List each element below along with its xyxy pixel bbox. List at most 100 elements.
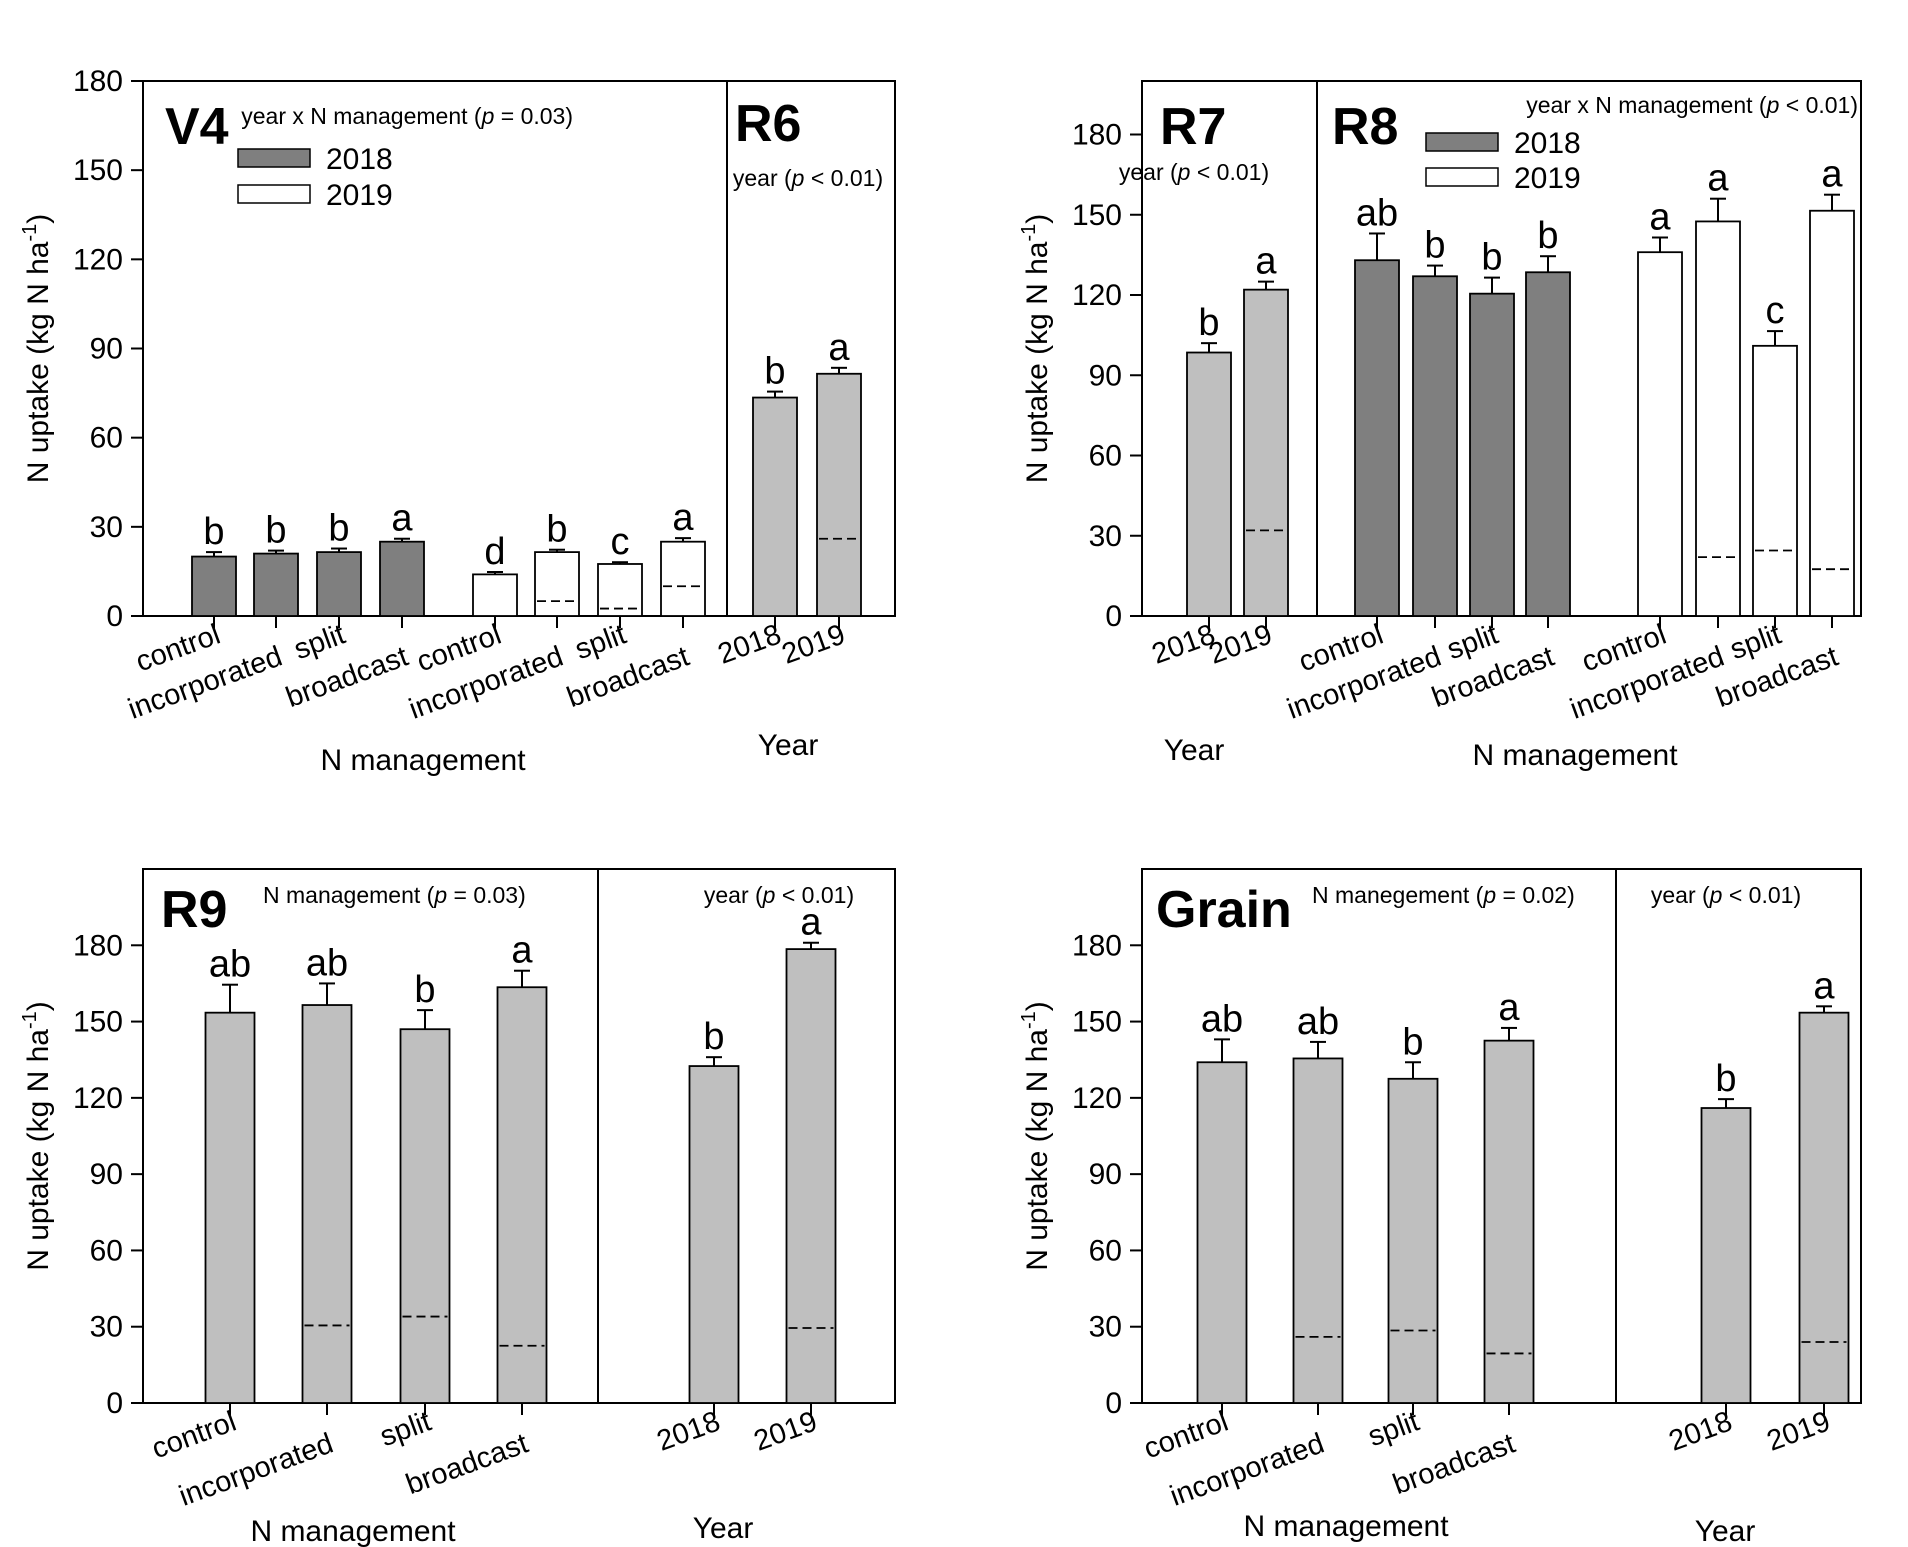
x-category-label: split [1443,619,1502,667]
significance-letter: b [1481,237,1502,279]
significance-letter: a [1821,154,1843,196]
significance-letter: b [1402,1021,1423,1063]
significance-letter: b [1537,215,1558,257]
significance-letter: b [764,351,785,393]
bar [1412,275,1458,617]
y-tick-label: 30 [90,1311,123,1344]
panel-bottom-right: 0 30 60 90 120 150 180 N uptake (kg N ha-1) Grai… [1018,868,1862,1547]
stats-p: p [1766,92,1780,118]
y-tick-label: 120 [73,243,123,276]
x-axis-label: Year [693,1512,754,1545]
stats-annotation: year x N management (p = 0.03) [241,103,573,129]
x-category-label: 2018 [1665,1406,1737,1458]
bar [1354,259,1400,617]
legend-swatch-2019 [1425,167,1499,187]
y-axis-label-sup: -1 [1018,1011,1040,1029]
y-axis-label-main: N uptake (kg N ha [22,241,55,483]
bar [1292,1057,1344,1404]
legend-label: 2019 [1514,162,1581,195]
bar [816,372,862,617]
bar [1809,209,1855,617]
legend-swatch-2018 [237,148,311,168]
stats-suffix: < 0.01) [1190,159,1269,185]
y-tick-label: 30 [1089,1311,1122,1344]
x-category-label: split [1726,619,1785,667]
y-tick-label: 180 [73,929,123,962]
significance-letter: a [1649,196,1671,238]
significance-letter: b [414,969,435,1011]
stats-suffix: < 0.01) [1779,92,1858,118]
x-category-label: 2019 [778,619,850,671]
y-tick-label: 90 [90,333,123,366]
x-axis-label: N management [320,744,526,777]
y-tick-label: 120 [73,1082,123,1115]
y-tick-label: 60 [90,422,123,455]
stats-annotation: year x N management (p < 0.01) [1526,92,1858,118]
x-category-label: 2018 [653,1406,725,1458]
bar [1637,251,1683,617]
bar [316,551,362,617]
significance-letter: a [1707,158,1729,200]
bar [379,540,425,617]
y-axis-label: N uptake (kg N ha-1) [19,214,55,484]
y-tick-label: 60 [1089,1234,1122,1267]
stats-prefix: N management ( [263,882,435,908]
stats-prefix: year ( [704,882,763,908]
y-tick-label: 0 [1105,600,1122,633]
bar [1695,220,1741,617]
significance-letter: b [703,1016,724,1058]
y-tick-label: 90 [90,1158,123,1191]
stage-label: R8 [1332,98,1398,156]
y-tick-label: 150 [1072,1006,1122,1039]
bar [1483,1039,1535,1404]
stats-prefix: year x N management ( [1526,92,1767,118]
bar [688,1065,740,1404]
x-category-label: control [148,1406,241,1466]
significance-letter: b [265,510,286,552]
y-tick-label: 180 [73,65,123,98]
x-axis-label: Year [1164,734,1225,767]
y-tick-label: 90 [1089,359,1122,392]
significance-letter: ab [306,942,348,984]
y-axis-label: N uptake (kg N ha-1) [19,1001,55,1271]
x-category-label: split [376,1406,435,1454]
x-category-label: split [1364,1406,1423,1454]
stats-suffix: < 0.01) [775,882,854,908]
significance-letter: d [484,531,505,573]
bar [204,1011,256,1404]
stats-suffix: < 0.01) [804,165,883,191]
significance-letter: b [203,511,224,553]
bar [399,1028,451,1404]
bar [660,540,706,617]
stage-label: R7 [1160,98,1226,156]
y-tick-label: 150 [73,1006,123,1039]
legend-label: 2018 [1514,127,1581,160]
y-axis-label-main: N uptake (kg N ha [1021,1029,1054,1271]
y-tick-label: 0 [1105,1387,1122,1420]
bar [1752,344,1798,617]
y-axis-label-main: N uptake (kg N ha [22,1029,55,1271]
stats-suffix: = 0.03) [447,882,526,908]
y-tick-label: 30 [1089,520,1122,553]
y-tick-label: 180 [1072,119,1122,152]
significance-letter: a [800,902,822,944]
stats-annotation: year (p < 0.01) [1119,159,1269,185]
x-axis-label: Year [758,729,819,762]
bar [534,551,580,617]
y-tick-label: 60 [1089,440,1122,473]
stats-suffix: = 0.03) [494,103,573,129]
significance-letter: ab [1201,998,1243,1040]
stats-prefix: year x N management ( [241,103,482,129]
stats-annotation: N management (p = 0.03) [263,882,526,908]
significance-letter: a [672,497,694,539]
y-axis-label-sup: -1 [19,1011,41,1029]
bar [1798,1011,1850,1404]
x-axis-label: N management [250,1515,456,1547]
significance-letter: c [611,521,630,563]
significance-letter: a [391,498,413,540]
stats-p: p [791,165,805,191]
bar [301,1004,353,1404]
stats-prefix: year ( [733,165,792,191]
y-tick-label: 0 [106,600,123,633]
stats-prefix: year ( [1651,882,1710,908]
